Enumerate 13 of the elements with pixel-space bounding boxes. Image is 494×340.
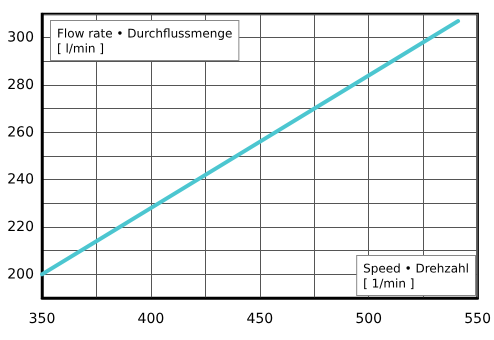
y-tick-label: 200 — [7, 266, 34, 282]
x-tick-label: 350 — [28, 311, 56, 327]
y-tick-label: 280 — [7, 77, 34, 93]
x-tick-label: 500 — [355, 311, 382, 327]
x-tick-label: 450 — [246, 311, 274, 327]
x-axis-title: Speed • Drehzahl [ 1/min ] — [363, 262, 470, 290]
y-axis-title: Flow rate • Durchflussmenge [ l/min ] — [57, 26, 232, 56]
x-tick-label: 400 — [138, 311, 164, 327]
x-tick-label: 550 — [464, 311, 492, 327]
y-tick-label: 240 — [7, 172, 34, 188]
y-tick-label: 300 — [7, 30, 34, 46]
y-tick-label: 220 — [7, 219, 34, 235]
y-tick-label: 260 — [7, 124, 34, 140]
